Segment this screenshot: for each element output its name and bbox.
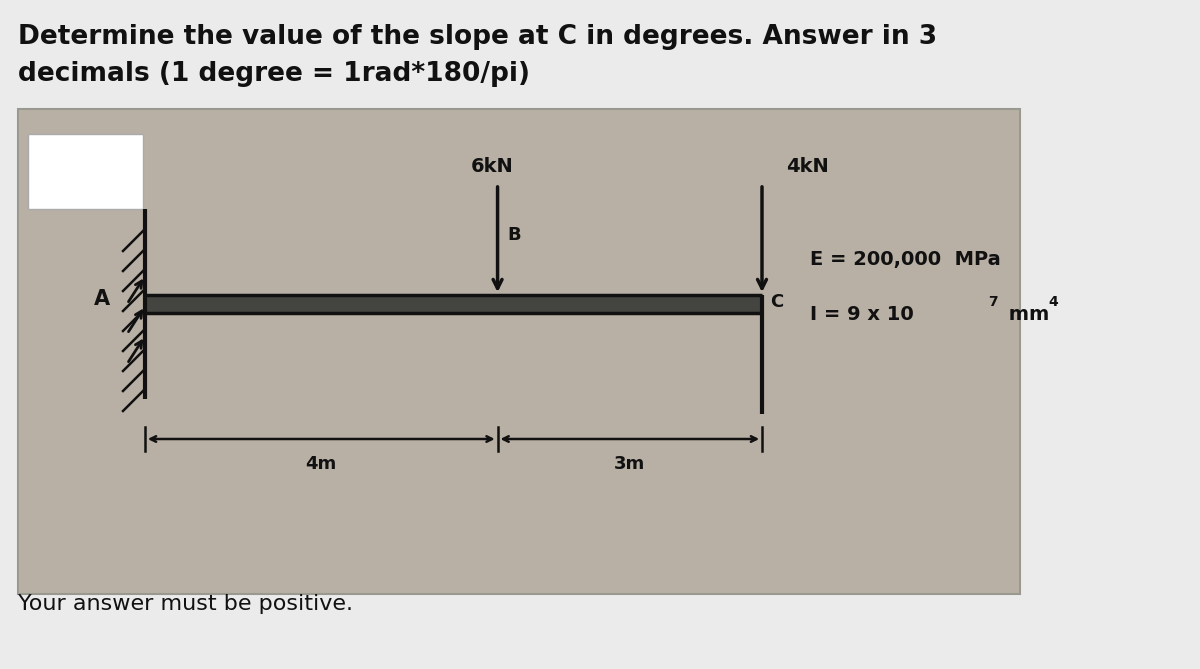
Text: 4m: 4m [306, 455, 337, 473]
Text: E = 200,000  MPa: E = 200,000 MPa [810, 250, 1001, 268]
Text: C: C [770, 293, 784, 311]
Text: 4kN: 4kN [786, 157, 828, 176]
Text: 3m: 3m [614, 455, 646, 473]
Bar [18, 109, 1020, 594]
Text: Determine the value of the slope at C in degrees. Answer in 3: Determine the value of the slope at C in… [18, 24, 937, 50]
Text: A: A [94, 289, 110, 309]
Text: 7: 7 [988, 295, 997, 309]
Text: Your answer must be positive.: Your answer must be positive. [18, 594, 353, 614]
Text: I = 9 x 10: I = 9 x 10 [810, 304, 913, 324]
Bar [28, 134, 143, 209]
Text: 4: 4 [1048, 295, 1057, 309]
Text: decimals (1 degree = 1rad*180/pi): decimals (1 degree = 1rad*180/pi) [18, 61, 530, 87]
Bar [145, 295, 762, 313]
Text: B: B [508, 226, 521, 244]
Text: mm: mm [1002, 304, 1049, 324]
Text: 6kN: 6kN [472, 157, 514, 176]
